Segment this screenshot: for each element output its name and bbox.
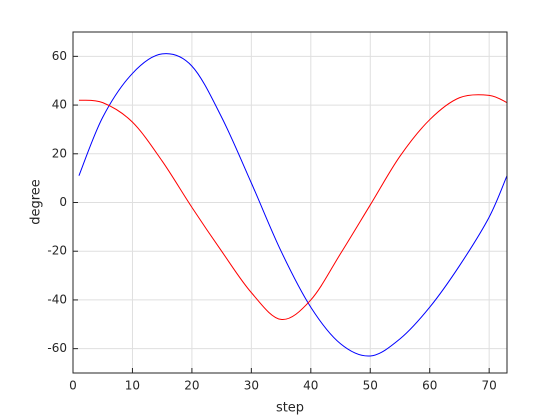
x-tick-label: 60 — [422, 379, 437, 393]
x-tick-label: 10 — [125, 379, 140, 393]
y-tick-label: 20 — [52, 146, 67, 160]
x-tick-label: 50 — [363, 379, 378, 393]
series-line — [78, 94, 508, 320]
x-tick-label: 40 — [303, 379, 318, 393]
y-tick-label: 60 — [52, 49, 67, 63]
x-axis-label: step — [276, 401, 304, 416]
x-tick-label: 20 — [184, 379, 199, 393]
y-tick-label: 40 — [52, 98, 67, 112]
y-tick-label: -40 — [47, 292, 67, 306]
series-line — [78, 53, 508, 357]
y-axis-label: degree — [29, 179, 44, 225]
y-tick-label: 0 — [59, 195, 67, 209]
y-tick-label: -60 — [47, 341, 67, 355]
y-tick-label: -20 — [47, 244, 67, 258]
x-tick-label: 0 — [69, 379, 77, 393]
x-tick-label: 70 — [482, 379, 497, 393]
x-tick-label: 30 — [244, 379, 259, 393]
